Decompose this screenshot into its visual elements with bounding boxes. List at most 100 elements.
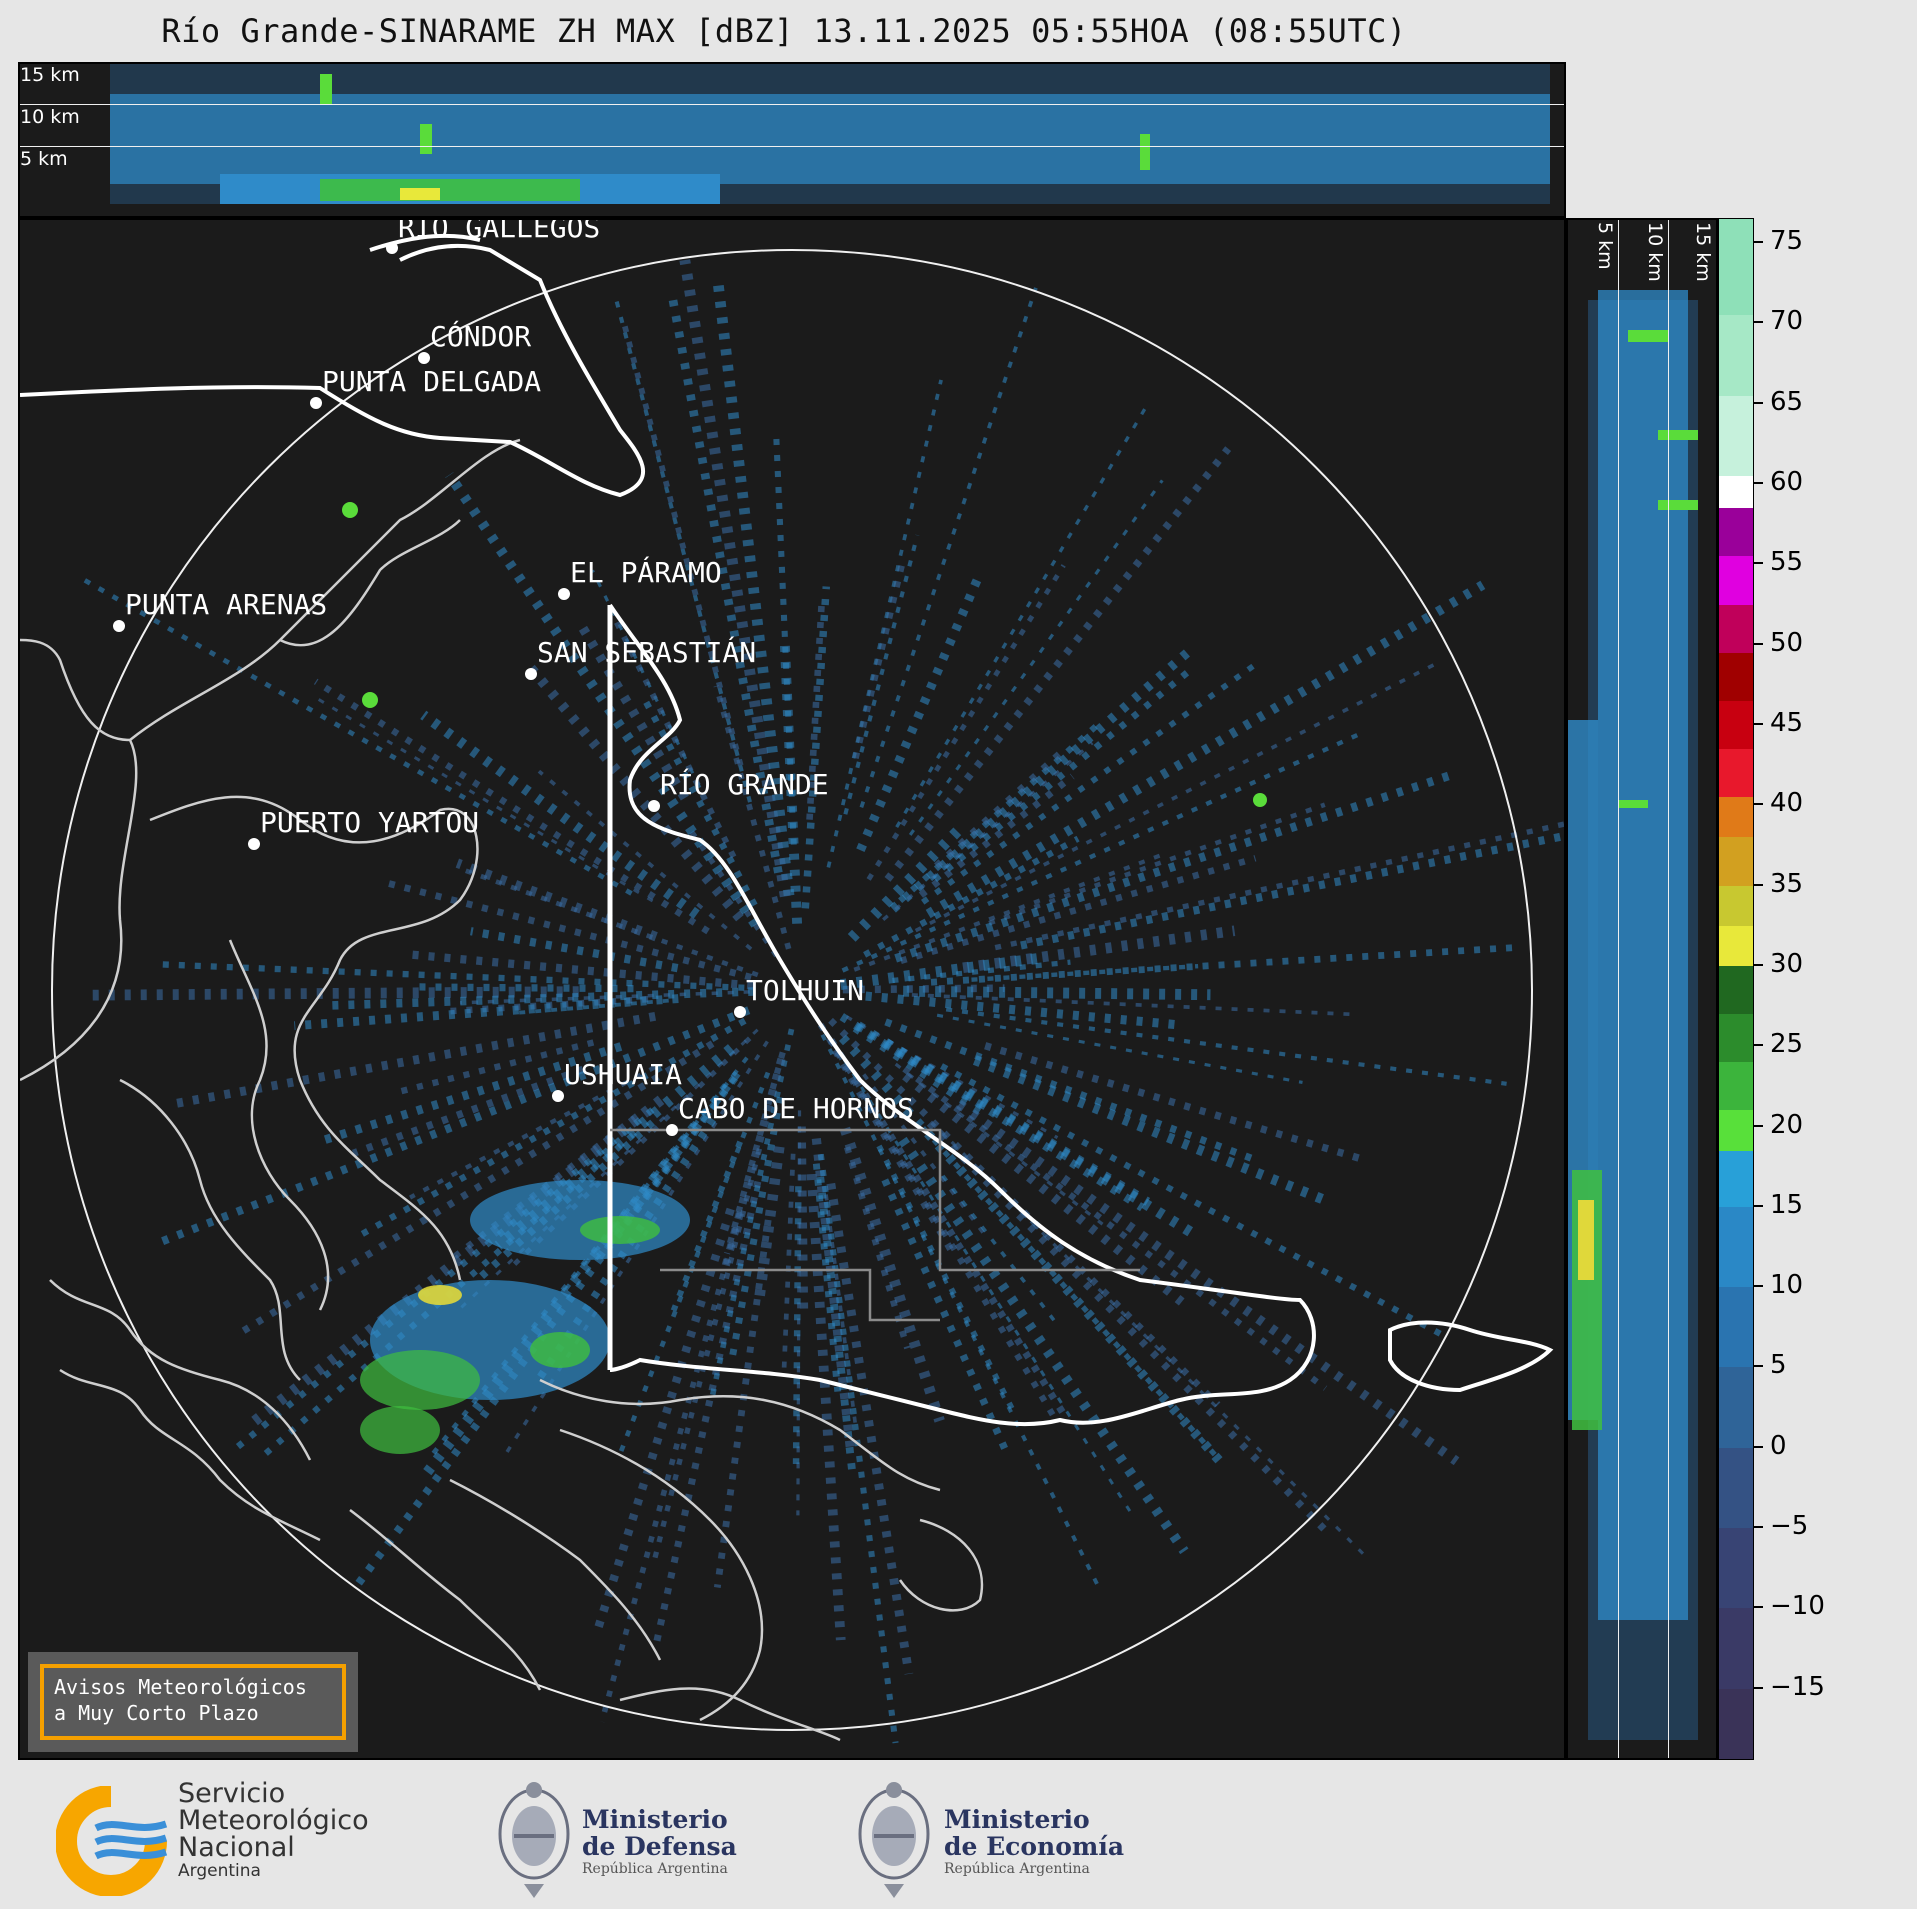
echo-ray — [882, 741, 1094, 921]
echo-ray — [294, 994, 679, 1031]
city-label: EL PÁRAMO — [570, 555, 722, 589]
echo-ray — [988, 802, 1326, 926]
echo-ray — [853, 853, 1161, 972]
echo-ray — [820, 1033, 1102, 1590]
echo-ray — [313, 695, 654, 903]
echo-ray — [817, 1153, 899, 1744]
top-echoes — [110, 64, 1550, 204]
city-label: SAN SEBASTIÁN — [537, 635, 756, 669]
colorbar-segment — [1719, 508, 1753, 558]
echo-ray — [89, 986, 579, 1001]
borders — [20, 233, 1554, 1427]
smn-line2: Meteorológico — [178, 1805, 369, 1836]
top-cross-section: 15 km 10 km 5 km — [18, 62, 1566, 218]
city-label: CÓNDOR — [430, 319, 531, 353]
radar-range-circle — [51, 249, 1533, 1731]
echo-ray — [876, 1144, 1017, 1414]
echo-ray — [811, 1138, 856, 1453]
city-marker — [418, 352, 430, 364]
echo-ray — [611, 616, 737, 859]
echo-ray — [903, 985, 1211, 1001]
echo-ray — [667, 294, 783, 874]
colorbar-tick-label: 25 — [1770, 1029, 1804, 1060]
colorbar-tick — [1754, 1445, 1763, 1448]
colorbar-segment — [1719, 1014, 1753, 1064]
side-echoes — [1568, 290, 1698, 1740]
colorbar-segment — [1719, 1206, 1753, 1289]
city-label: TOLHUIN — [746, 974, 864, 1007]
echo-ray — [834, 1045, 1136, 1519]
echo-ray — [524, 662, 744, 922]
colorbar-tick — [1754, 1526, 1763, 1529]
echo-ray — [684, 822, 779, 958]
echo-ray — [350, 1075, 738, 1593]
colorbar-segment — [1719, 604, 1753, 654]
colorbar-tick-label: 0 — [1770, 1430, 1787, 1461]
echo-ray — [578, 625, 689, 801]
echo-ray — [934, 744, 1069, 869]
colorbar-tick-label: 15 — [1770, 1189, 1804, 1220]
city-label: RÍO GALLEGOS — [398, 220, 600, 244]
echo-ray — [843, 1146, 911, 1350]
warning-line1: Avisos Meteorológicos — [54, 1675, 307, 1699]
echo-ray — [797, 1126, 809, 1310]
echo-ray — [895, 401, 1150, 828]
city-marker — [248, 838, 260, 850]
echo-ray — [817, 1022, 1060, 1424]
smn-logo-text: Servicio Meteorológico Nacional Argentin… — [178, 1780, 369, 1881]
dbz-colorbar — [1718, 218, 1754, 1760]
echo-ray — [881, 1178, 1009, 1452]
city-label: USHUAIA — [564, 1058, 682, 1091]
colorbar-segment — [1719, 1062, 1753, 1112]
echo-ray — [445, 472, 760, 928]
echo-ray — [773, 431, 797, 845]
colorbar-tick — [1754, 1285, 1763, 1288]
echo-ray — [918, 773, 1075, 898]
colorbar-tick-label: −5 — [1770, 1511, 1809, 1542]
defensa-logo-text: Ministerio de Defensa República Argentin… — [582, 1806, 737, 1878]
colorbar-tick — [1754, 642, 1763, 645]
alt-label-v-10km: 10 km — [1644, 222, 1666, 282]
echo-ray — [816, 1176, 857, 1479]
echo-ray — [899, 855, 1257, 964]
colorbar-tick — [1754, 1365, 1763, 1368]
coat-of-arms-icon — [498, 1782, 570, 1898]
alt-line-v-5km — [1618, 220, 1619, 1758]
echo-ray — [812, 1163, 842, 1392]
side-cross-section: 5 km 10 km 15 km — [1566, 218, 1718, 1760]
echo-ray — [455, 858, 658, 942]
colorbar-segment — [1719, 1150, 1753, 1208]
colorbar-tick — [1754, 1044, 1763, 1047]
echo-ray — [652, 1148, 762, 1559]
alt-label-5km: 5 km — [20, 148, 68, 170]
echo-ray — [994, 821, 1564, 951]
echo-ray — [826, 1182, 914, 1675]
colorbar-segment — [1719, 1287, 1753, 1369]
colorbar-segment — [1719, 1688, 1753, 1759]
colorbar-tick-label: 10 — [1770, 1270, 1804, 1301]
colorbar-tick — [1754, 1124, 1763, 1127]
city-marker — [386, 242, 398, 254]
colorbar-segment — [1719, 925, 1753, 967]
alt-label-v-15km: 15 km — [1692, 222, 1714, 282]
colorbar-segment — [1719, 476, 1753, 510]
radar-echoes — [342, 502, 1267, 1454]
echo-ray — [884, 1018, 1261, 1165]
smn-line1: Servicio — [178, 1778, 286, 1809]
echo-ray — [781, 1153, 796, 1375]
echo-ray — [914, 663, 1435, 933]
colorbar-tick-label: 65 — [1770, 386, 1804, 417]
colorbar-tick-label: 75 — [1770, 226, 1804, 257]
echo-ray — [898, 1136, 1189, 1555]
echo-ray — [831, 1048, 956, 1255]
echo-ray — [596, 1070, 741, 1260]
echo-ray — [155, 960, 745, 991]
echo-ray — [865, 991, 1178, 1030]
echo-ray — [894, 1062, 1104, 1226]
city-markers: RÍO GALLEGOS CÓNDOR PUNTA DELGADA EL PÁRAMO… — [113, 220, 914, 1136]
echo-ray — [315, 1042, 623, 1147]
echo-ray — [859, 287, 1038, 808]
echo-ray — [866, 564, 1066, 881]
echo-ray — [796, 1110, 802, 1516]
echo-ray — [971, 963, 1199, 982]
